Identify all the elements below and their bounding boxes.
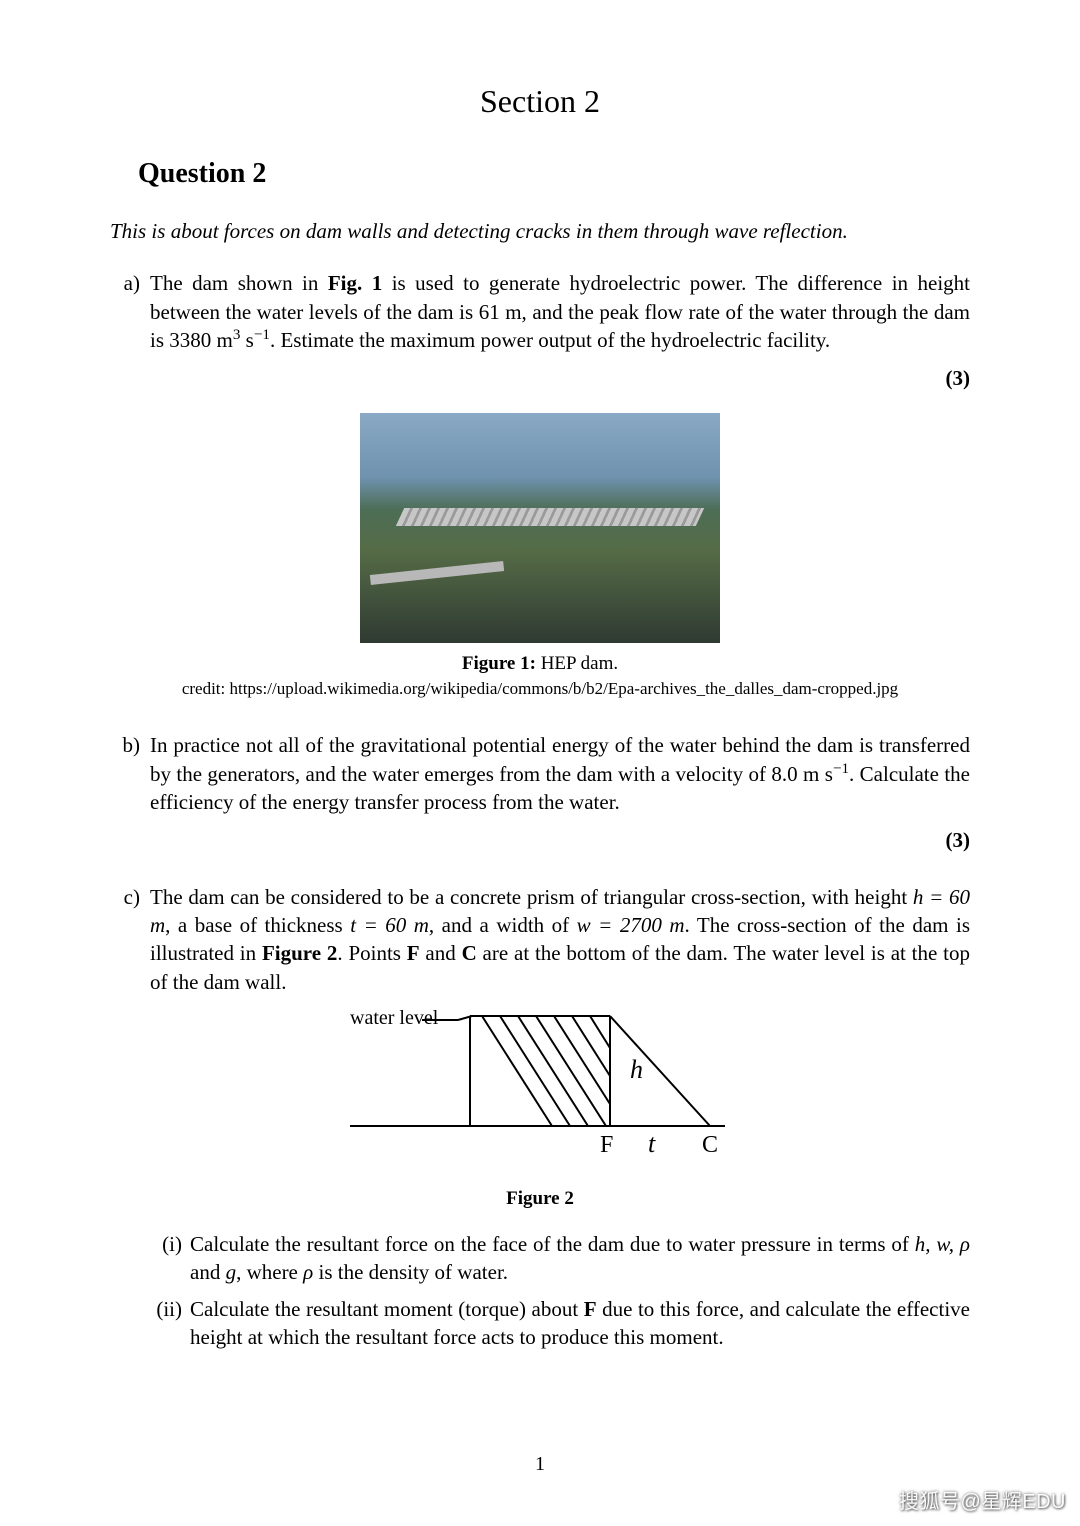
svg-text:water level: water level — [350, 1007, 439, 1029]
num: 3380 m — [169, 328, 233, 352]
figure-1: Figure 1: HEP dam. credit: https://uploa… — [110, 413, 970, 702]
part-c-i-body: Calculate the resultant force on the fac… — [190, 1230, 970, 1287]
question-intro: This is about forces on dam walls and de… — [110, 217, 970, 245]
text: is the density of water. — [313, 1260, 508, 1284]
part-c-body: The dam can be considered to be a concre… — [150, 883, 970, 996]
text: Calculate the resultant moment (torque) … — [190, 1297, 584, 1321]
part-b: b) In practice not all of the gravitatio… — [110, 731, 970, 816]
figure-1-credit: credit: https://upload.wikimedia.org/wik… — [110, 678, 970, 701]
part-a-body: The dam shown in Fig. 1 is used to gener… — [150, 269, 970, 354]
point-c: C — [462, 941, 477, 965]
velocity-value: 8.0 m s−1 — [771, 762, 849, 786]
text: and — [420, 941, 462, 965]
text: . Points — [337, 941, 406, 965]
text: , where — [236, 1260, 303, 1284]
vars: h, w, ρ — [915, 1232, 970, 1256]
fig1-ref: Fig. 1 — [328, 271, 382, 295]
flow-value: 3380 m3 s−1 — [169, 328, 270, 352]
figure-2: water level h Ft C Figure 2 — [110, 1006, 970, 1212]
t-eq: t = 60 m — [350, 913, 429, 937]
part-c-ii-body: Calculate the resultant moment (torque) … — [190, 1295, 970, 1352]
w-eq: w = 2700 m — [577, 913, 685, 937]
part-c-label: c) — [110, 883, 150, 996]
rho: ρ — [303, 1260, 313, 1284]
figure-1-caption: Figure 1: HEP dam. — [110, 651, 970, 677]
caption-text: HEP dam. — [536, 653, 618, 674]
part-a-label: a) — [110, 269, 150, 354]
part-c-i: (i) Calculate the resultant force on the… — [150, 1230, 970, 1287]
text: . Estimate the maximum power output of t… — [270, 328, 830, 352]
text: The dam can be considered to be a concre… — [150, 885, 913, 909]
svg-text:t: t — [648, 1129, 656, 1158]
unit: s — [240, 328, 253, 352]
svg-text:F: F — [600, 1132, 613, 1158]
text: , and a width of — [429, 913, 577, 937]
figure-2-svg: water level h Ft C — [330, 1006, 750, 1171]
text: Calculate the resultant force on the fac… — [190, 1232, 915, 1256]
text: and — [190, 1260, 226, 1284]
text: The dam shown in — [150, 271, 328, 295]
page-number: 1 — [0, 1451, 1080, 1478]
num: 8.0 m s — [771, 762, 833, 786]
part-b-label: b) — [110, 731, 150, 816]
text: , a base of thickness — [165, 913, 350, 937]
part-b-body: In practice not all of the gravitational… — [150, 731, 970, 816]
point-f: F — [407, 941, 420, 965]
g-var: g — [226, 1260, 237, 1284]
credit-label: credit: — [182, 679, 230, 698]
credit-url: https://upload.wikimedia.org/wikipedia/c… — [229, 679, 898, 698]
section-title: Section 2 — [110, 80, 970, 123]
watermark: 搜狐号@星辉EDU — [899, 1489, 1066, 1516]
part-c-ii-label: (ii) — [150, 1295, 190, 1352]
part-c-ii: (ii) Calculate the resultant moment (tor… — [150, 1295, 970, 1352]
figure-2-caption: Figure 2 — [110, 1186, 970, 1212]
fig2-ref: Figure 2 — [262, 941, 337, 965]
point-f: F — [584, 1297, 597, 1321]
marks-value: (3) — [946, 828, 971, 852]
part-c-i-label: (i) — [150, 1230, 190, 1287]
question-title: Question 2 — [138, 155, 970, 193]
dam-photo-placeholder — [360, 413, 720, 643]
exp: −1 — [833, 761, 849, 777]
svg-text:h: h — [630, 1055, 643, 1084]
caption-bold: Figure 1: — [462, 653, 536, 674]
marks-value: (3) — [946, 366, 971, 390]
svg-text:C: C — [702, 1132, 718, 1158]
part-b-marks: (3) — [110, 826, 970, 854]
exp: −1 — [254, 327, 270, 343]
height-value: 61 m — [479, 300, 522, 324]
part-a: a) The dam shown in Fig. 1 is used to ge… — [110, 269, 970, 354]
part-c: c) The dam can be considered to be a con… — [110, 883, 970, 996]
part-a-marks: (3) — [110, 364, 970, 392]
